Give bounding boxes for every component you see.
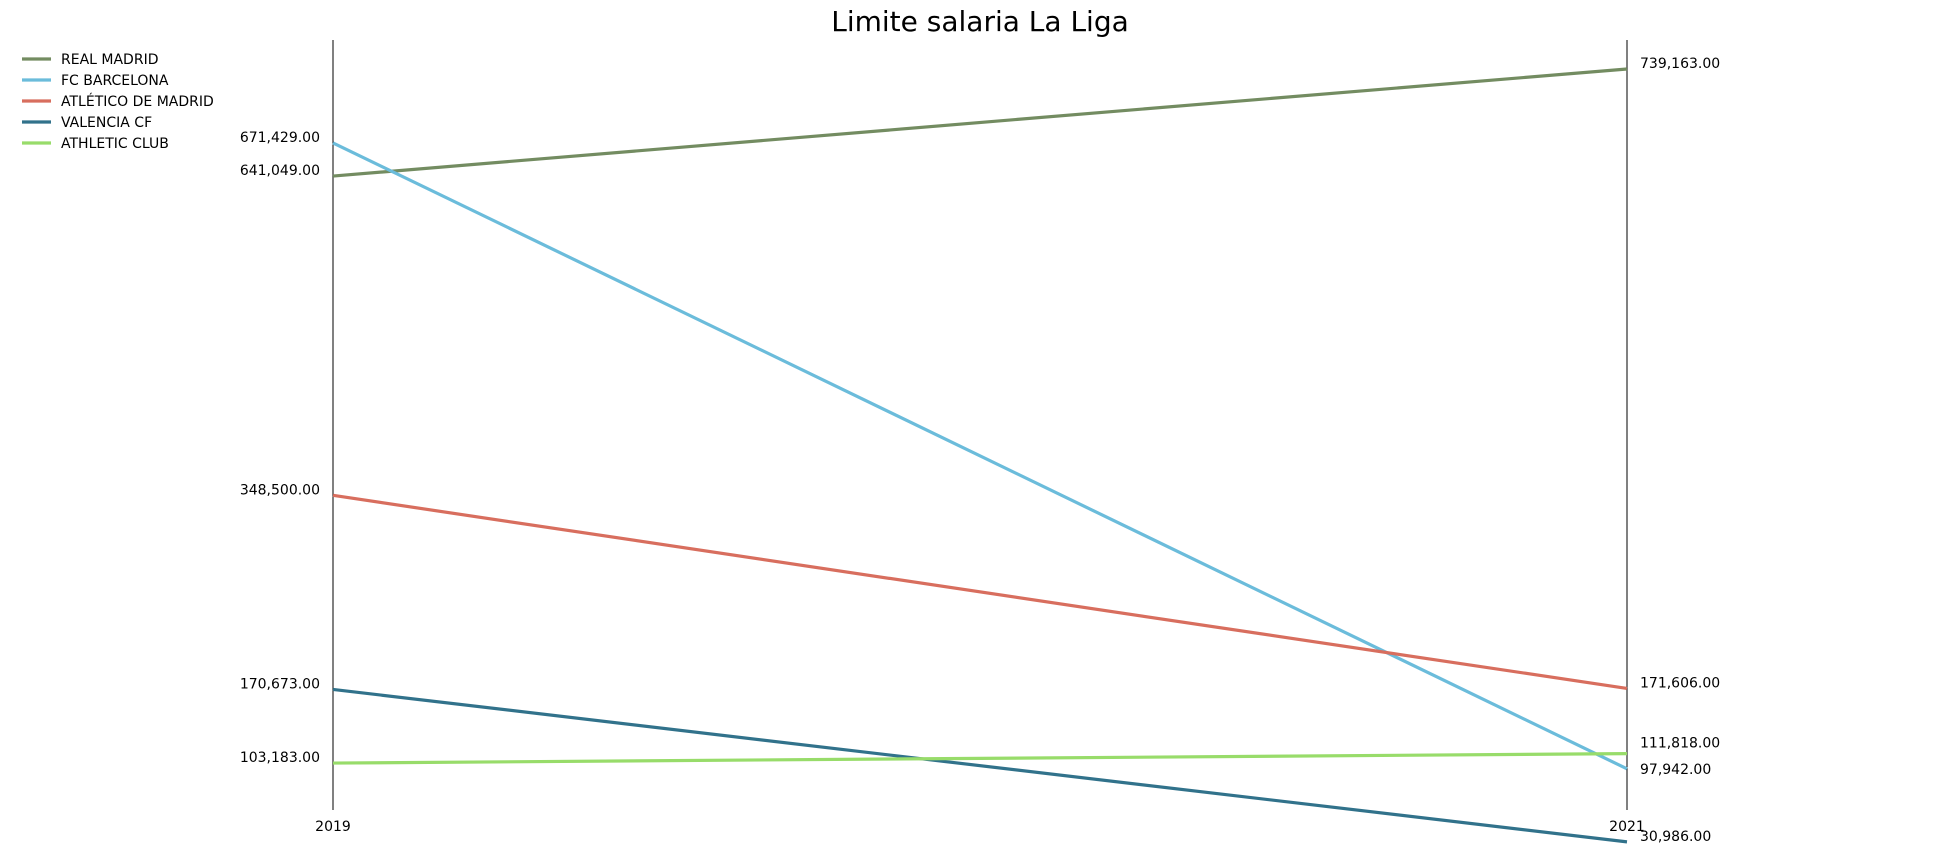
value-label-right: 30,986.00 bbox=[1640, 829, 1711, 844]
value-label-left: 170,673.00 bbox=[240, 676, 320, 692]
series-line bbox=[332, 67, 1628, 178]
value-label-left: 348,500.00 bbox=[240, 482, 320, 498]
axes: 2019 2021 bbox=[315, 40, 1645, 835]
x-tick-label: 2021 bbox=[1609, 819, 1645, 835]
legend-entry: ATLÉTICO DE MADRID bbox=[61, 93, 214, 110]
value-label-right: 111,818.00 bbox=[1640, 736, 1720, 752]
series-lines bbox=[332, 67, 1628, 844]
legend-entry: VALENCIA CF bbox=[61, 115, 152, 131]
value-label-right: 739,163.00 bbox=[1640, 56, 1720, 72]
value-labels: 641,049.00 739,163.00 671,429.00 97,942.00 3… bbox=[240, 56, 1720, 844]
legend-entry: REAL MADRID bbox=[61, 52, 158, 68]
x-tick-label: 2019 bbox=[315, 819, 351, 835]
series-line bbox=[332, 752, 1628, 765]
value-label-right: 171,606.00 bbox=[1640, 675, 1720, 691]
value-label-left: 641,049.00 bbox=[240, 163, 320, 179]
legend-entry: FC BARCELONA bbox=[61, 73, 169, 89]
series-line bbox=[332, 493, 1628, 690]
series-line bbox=[332, 141, 1628, 771]
value-label-left: 671,429.00 bbox=[240, 130, 320, 146]
series-line bbox=[332, 687, 1628, 844]
chart-title: Limite salaria La Liga bbox=[831, 5, 1129, 38]
value-label-right: 97,942.00 bbox=[1640, 762, 1711, 778]
value-label-left: 103,183.00 bbox=[240, 750, 320, 766]
legend-entry: ATHLETIC CLUB bbox=[61, 136, 169, 152]
legend: REAL MADRID FC BARCELONA ATLÉTICO DE MADRI… bbox=[22, 52, 214, 152]
